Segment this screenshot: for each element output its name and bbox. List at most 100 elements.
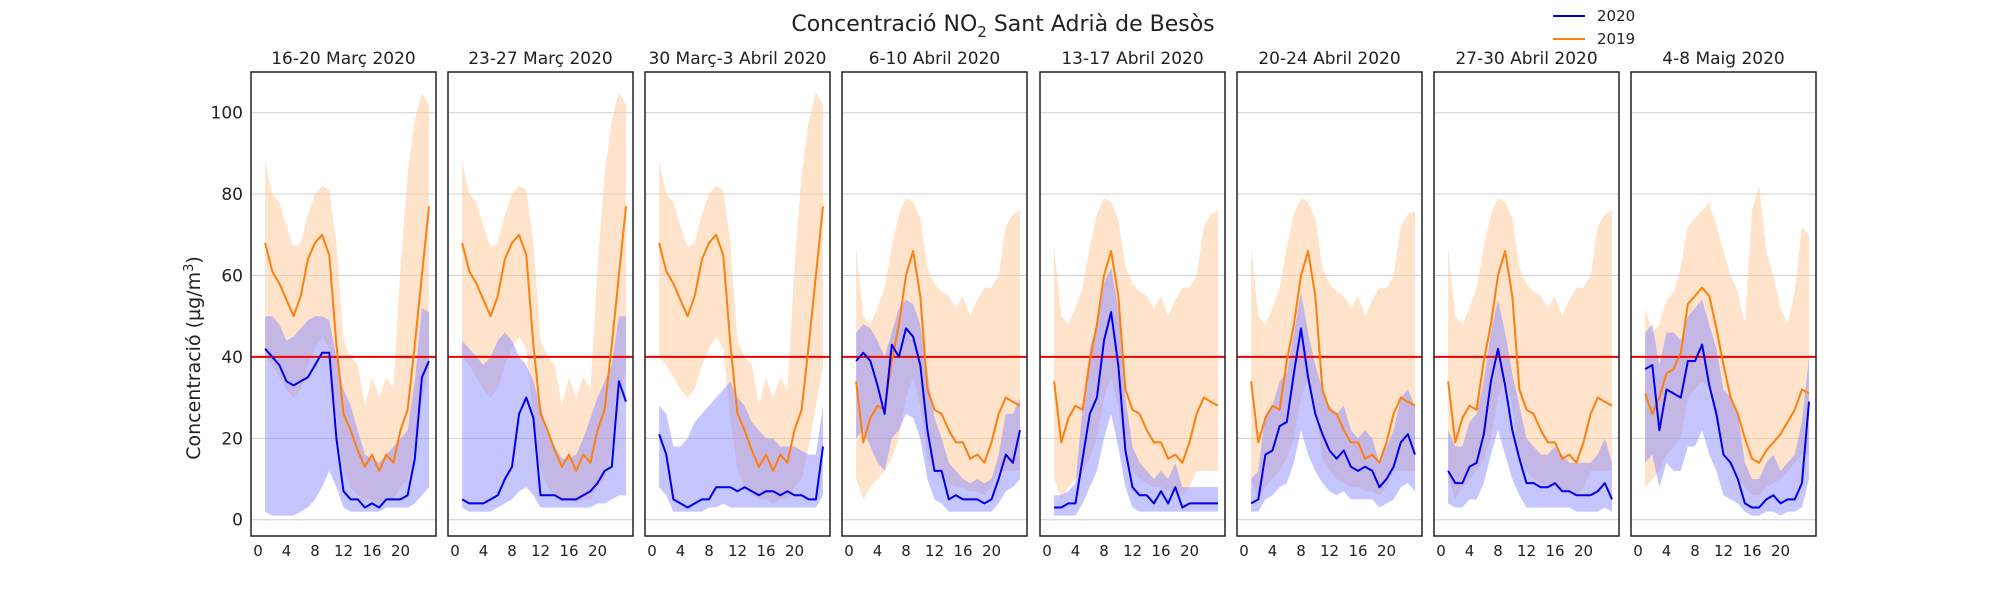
legend-label: 2019 (1597, 30, 1635, 48)
series-2019-line (1644, 286, 1810, 464)
x-tick-label: 20 (588, 542, 607, 560)
x-tick-label: 4 (1071, 542, 1081, 560)
panel-3: 30 Març-3 Abril 2020 0 4 8 12 16 20 (644, 49, 831, 560)
panel-title: 16-20 Març 2020 (271, 49, 416, 69)
x-tick-label: 4 (1268, 542, 1278, 560)
x-tick-label: 12 (925, 542, 944, 560)
x-tick-label: 16 (1151, 542, 1170, 560)
x-tick-label: 4 (676, 542, 686, 560)
series-2019-line (658, 206, 824, 472)
series-2020-line (461, 380, 627, 505)
panel-frame (644, 71, 831, 537)
panel-title: 23-27 Març 2020 (468, 49, 613, 69)
y-tick-label: 100 (211, 104, 243, 124)
y-tick-label: 0 (232, 511, 243, 531)
series-2020-line (1447, 347, 1613, 500)
series-2020-line (1054, 311, 1218, 509)
x-tick-label: 20 (1574, 542, 1593, 560)
x-tick-label: 8 (704, 542, 714, 560)
x-tick-label: 8 (1296, 542, 1306, 560)
x-tick-label: 0 (253, 542, 263, 560)
series-2020-line (1250, 327, 1416, 505)
legend-label: 2020 (1597, 7, 1635, 25)
band-2020 (1645, 299, 1809, 516)
x-tick-label: 4 (479, 542, 489, 560)
band-2020 (265, 308, 429, 516)
series-2020-line (1644, 343, 1810, 509)
band-2019 (462, 92, 626, 504)
series-2019-line (1447, 250, 1613, 464)
x-tick-label: 8 (507, 542, 517, 560)
y-axis-label: Concentració (µg/m3) (182, 256, 205, 460)
panel-8: 4-8 Maig 2020 0 4 8 12 16 20 (1630, 49, 1817, 560)
panel-frame (1630, 71, 1817, 537)
panel-5: 13-17 Abril 2020 0 4 8 12 16 20 (1039, 49, 1226, 560)
x-tick-label: 8 (901, 542, 911, 560)
x-tick-label: 0 (1042, 542, 1052, 560)
series-2020-line (658, 433, 824, 509)
x-tick-label: 20 (1377, 542, 1396, 560)
panel-frame (1433, 71, 1620, 537)
x-tick-label: 20 (1180, 542, 1199, 560)
x-tick-label: 0 (450, 542, 460, 560)
x-tick-label: 4 (1465, 542, 1475, 560)
x-tick-label: 4 (873, 542, 883, 560)
x-tick-label: 12 (334, 542, 353, 560)
panel-2: 23-27 Març 2020 0 4 8 12 16 20 (447, 49, 634, 560)
series-2020-line (855, 327, 1021, 505)
x-tick-label: 20 (391, 542, 410, 560)
panel-frame (841, 71, 1028, 537)
panel-1: 16-20 Març 2020 0 4 8 12 16 20 0 20 40 60 80 100 (211, 49, 437, 560)
y-tick-label: 40 (221, 348, 243, 368)
y-tick-label: 60 (221, 267, 243, 287)
x-tick-label: 0 (1436, 542, 1446, 560)
x-tick-label: 16 (559, 542, 578, 560)
band-2020 (462, 316, 626, 512)
chart-title: Concentració NO2 Sant Adrià de Besòs (791, 12, 1214, 41)
series-2019-line (264, 206, 430, 472)
x-tick-label: 12 (1714, 542, 1733, 560)
band-2019 (1645, 185, 1809, 496)
x-tick-label: 16 (362, 542, 381, 560)
x-tick-label: 0 (647, 542, 657, 560)
x-tick-label: 16 (756, 542, 775, 560)
panel-frame (447, 71, 634, 537)
x-tick-label: 8 (1099, 542, 1109, 560)
series-2019-line (1053, 250, 1219, 464)
panel-title: 6-10 Abril 2020 (869, 49, 1001, 69)
panel-7: 27-30 Abril 2020 0 4 8 12 16 20 (1433, 49, 1620, 560)
x-tick-label: 20 (982, 542, 1001, 560)
x-tick-label: 4 (282, 542, 292, 560)
x-tick-label: 0 (1633, 542, 1643, 560)
panel-title: 20-24 Abril 2020 (1258, 49, 1400, 69)
x-tick-label: 16 (1348, 542, 1367, 560)
x-tick-label: 20 (1771, 542, 1790, 560)
panel-frame (250, 71, 437, 537)
x-tick-label: 12 (531, 542, 550, 560)
x-tick-label: 0 (844, 542, 854, 560)
panel-title: 27-30 Abril 2020 (1455, 49, 1597, 69)
band-2020 (659, 381, 823, 512)
x-tick-label: 16 (1742, 542, 1761, 560)
band-2020 (1448, 299, 1612, 512)
x-tick-label: 20 (785, 542, 804, 560)
band-2019 (659, 92, 823, 504)
panel-title: 13-17 Abril 2020 (1061, 49, 1203, 69)
panel-title: 4-8 Maig 2020 (1662, 49, 1784, 69)
series-2019-line (461, 206, 627, 472)
panel-frame (1236, 71, 1423, 537)
series-2020-line (264, 348, 430, 509)
panel-frame (1039, 71, 1226, 537)
y-tick-label: 20 (221, 429, 243, 449)
panel-4: 6-10 Abril 2020 0 4 8 12 16 20 (841, 49, 1028, 560)
legend: 2020 2019 (1553, 7, 1635, 48)
x-tick-label: 8 (310, 542, 320, 560)
x-tick-label: 0 (1239, 542, 1249, 560)
x-tick-label: 16 (1545, 542, 1564, 560)
x-tick-label: 4 (1662, 542, 1672, 560)
x-tick-label: 12 (1123, 542, 1142, 560)
series-2019-line (1250, 250, 1416, 464)
